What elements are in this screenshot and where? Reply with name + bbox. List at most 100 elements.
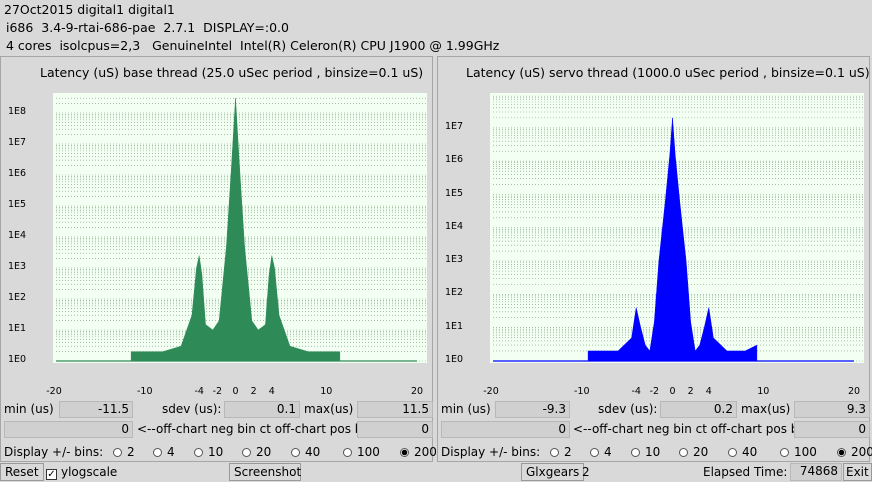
elapsed-time-label: Elapsed Time: (703, 465, 788, 479)
bins-radio-100[interactable]: 100 (343, 445, 380, 459)
base-max-label: max(us) (304, 402, 354, 416)
y-tick-label: 1E0 (8, 354, 27, 365)
bins-radio-10[interactable]: 10 (631, 445, 660, 459)
x-tick-label: 10 (757, 386, 770, 397)
y-tick-label: 1E0 (445, 354, 464, 365)
bins-radio-40[interactable]: 40 (728, 445, 757, 459)
x-tick-label: 4 (268, 386, 275, 397)
x-tick-label: 0 (232, 386, 239, 397)
y-axis-bar (482, 93, 490, 363)
radio-label: 10 (645, 445, 661, 459)
histogram-area (587, 117, 758, 362)
y-tick-label: 1E4 (445, 220, 464, 232)
servo-offchart-neg-value: 0 (441, 421, 570, 438)
radio-label: 20 (256, 445, 272, 459)
y-axis-bar (45, 93, 53, 363)
base-histogram-plot (45, 93, 427, 363)
y-tick-label: 1E5 (445, 187, 464, 199)
y-tick-label: 1E4 (8, 230, 27, 241)
bins-radio-100[interactable]: 100 (780, 445, 817, 459)
servo-sdev-label: sdev (us): (598, 402, 658, 416)
radio-dot-icon[interactable] (343, 448, 352, 457)
bins-radio-200[interactable]: 200 (400, 445, 437, 459)
x-tick-label: -10 (136, 386, 153, 397)
radio-label: 200 (851, 445, 872, 459)
base-thread-panel: Latency (uS) base thread (25.0 uSec peri… (0, 56, 433, 462)
radio-dot-icon[interactable] (590, 448, 599, 457)
exit-button[interactable]: Exit (843, 463, 872, 481)
x-tick-label: -2 (212, 386, 223, 397)
bins-radio-200[interactable]: 200 (837, 445, 872, 459)
y-tick-label: 1E1 (445, 320, 464, 332)
x-tick-label: -20 (46, 386, 62, 397)
x-tick-label: -2 (649, 386, 660, 397)
x-tick-label: -20 (483, 386, 499, 397)
screenshot-button[interactable]: Screenshot (229, 463, 301, 481)
base-offchart-pos-value: 0 (357, 421, 433, 438)
bins-radio-4[interactable]: 4 (590, 445, 612, 459)
glxgears-button[interactable]: Glxgears (521, 463, 585, 481)
ylogscale-checkbox[interactable]: ✓ ylogscale (46, 465, 117, 480)
radio-label: 20 (693, 445, 709, 459)
servo-min-label: min (us) (441, 402, 491, 416)
radio-dot-icon[interactable] (153, 448, 162, 457)
bins-radio-2[interactable]: 2 (550, 445, 572, 459)
header-kernel-info: i686 3.4-9-rtai-686-pae 2.7.1 DISPLAY=:0… (6, 20, 289, 35)
radio-dot-icon[interactable] (291, 448, 300, 457)
radio-label: 4 (604, 445, 612, 459)
radio-dot-icon[interactable] (242, 448, 251, 457)
radio-label: 40 (742, 445, 758, 459)
radio-dot-icon[interactable] (400, 448, 409, 457)
radio-dot-icon[interactable] (113, 448, 122, 457)
x-tick-label: 10 (320, 386, 333, 397)
bins-radio-20[interactable]: 20 (679, 445, 708, 459)
base-offchart-neg-value: 0 (4, 421, 133, 438)
reset-button[interactable]: Reset (0, 463, 44, 481)
base-sdev-label: sdev (us): (162, 402, 222, 416)
y-tick-label: 1E6 (8, 168, 27, 179)
base-sdev-value: 0.1 (224, 401, 300, 418)
radio-dot-icon[interactable] (550, 448, 559, 457)
y-tick-label: 1E1 (8, 323, 27, 334)
radio-dot-icon[interactable] (194, 448, 203, 457)
radio-dot-icon[interactable] (679, 448, 688, 457)
radio-label: 2 (564, 445, 572, 459)
histogram-area (130, 98, 341, 362)
servo-offchart-label: <--off-chart neg bin ct off-chart pos bi… (573, 422, 844, 436)
radio-label: 40 (305, 445, 321, 459)
x-tick-label: -4 (194, 386, 204, 397)
radio-label: 100 (794, 445, 817, 459)
header-cpu-info: 4 cores isolcpus=2,3 GenuineIntel Intel(… (6, 38, 500, 53)
bins-radio-20[interactable]: 20 (242, 445, 271, 459)
base-min-value: -11.5 (59, 401, 133, 418)
x-tick-label: -10 (573, 386, 590, 397)
servo-max-value: 9.3 (794, 401, 870, 418)
checkbox-check-icon[interactable]: ✓ (46, 469, 57, 480)
radio-label: 100 (357, 445, 380, 459)
servo-offchart-pos-value: 0 (794, 421, 870, 438)
bins-radio-4[interactable]: 4 (153, 445, 175, 459)
x-tick-label: -4 (631, 386, 641, 397)
servo-histogram-plot (482, 93, 864, 363)
radio-label: 200 (414, 445, 437, 459)
x-tick-label: 0 (669, 386, 676, 397)
bins-radio-40[interactable]: 40 (291, 445, 320, 459)
radio-dot-icon[interactable] (631, 448, 640, 457)
x-tick-label: 20 (847, 386, 861, 397)
glxgears-count: 2 (582, 465, 590, 479)
ylogscale-label: ylogscale (61, 465, 118, 479)
servo-thread-panel: Latency (uS) servo thread (1000.0 uSec p… (437, 56, 870, 462)
radio-dot-icon[interactable] (837, 448, 846, 457)
bins-radio-10[interactable]: 10 (194, 445, 223, 459)
radio-dot-icon[interactable] (780, 448, 789, 457)
base-offchart-label: <--off-chart neg bin ct off-chart pos bi… (137, 422, 408, 436)
y-tick-label: 1E3 (445, 254, 464, 266)
radio-dot-icon[interactable] (728, 448, 737, 457)
y-tick-label: 1E2 (445, 287, 464, 299)
bins-radio-2[interactable]: 2 (113, 445, 135, 459)
radio-label: 2 (127, 445, 135, 459)
base-bins-label: Display +/- bins: (4, 445, 104, 459)
x-tick-label: 20 (410, 386, 424, 397)
x-tick-label: 2 (250, 386, 257, 397)
y-tick-label: 1E6 (445, 154, 464, 166)
